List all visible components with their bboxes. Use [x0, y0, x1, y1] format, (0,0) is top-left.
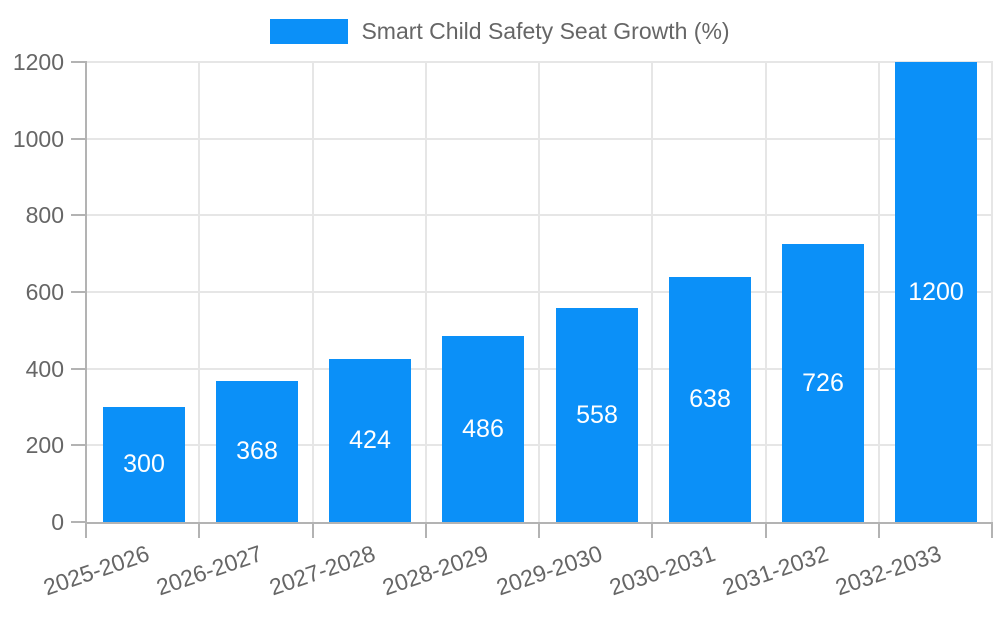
gridline-vertical: [991, 62, 993, 522]
y-axis-tick-label: 1200: [12, 49, 64, 75]
x-axis-category-label: 2028-2029: [379, 540, 492, 601]
gridline-vertical: [878, 62, 880, 522]
bar-value-label: 558: [576, 400, 618, 429]
gridline-vertical: [425, 62, 427, 522]
y-axis-tick-label: 0: [51, 509, 64, 535]
bar-value-label: 638: [689, 385, 731, 413]
x-axis-category-label: 2026-2027: [152, 540, 266, 601]
y-axis-tick-label: 400: [25, 355, 64, 382]
bar-value-label: 424: [349, 426, 391, 454]
x-tick-mark: [765, 524, 767, 538]
bar[interactable]: 300: [103, 407, 185, 522]
x-tick-mark: [312, 524, 314, 538]
gridline-vertical: [538, 62, 540, 522]
x-tick-mark: [85, 524, 87, 538]
bar[interactable]: 1200: [895, 62, 977, 522]
bar[interactable]: 638: [669, 277, 751, 522]
y-axis-tick-label: 600: [25, 279, 64, 305]
bar-value-label: 300: [123, 450, 165, 478]
y-axis-tick-label: 800: [25, 202, 64, 229]
x-axis-category-label: 2027-2028: [266, 540, 379, 601]
x-axis-category-label: 2032-2033: [832, 540, 945, 601]
x-tick-mark: [878, 524, 880, 538]
bar[interactable]: 486: [442, 336, 524, 522]
bar[interactable]: 424: [329, 359, 411, 522]
x-tick-mark: [425, 524, 427, 538]
plot-area: 300 368 424 486 558 638 726 1200: [85, 61, 993, 524]
gridline-horizontal: [87, 61, 993, 63]
gridline-horizontal: [87, 291, 993, 293]
x-axis-category-label: 2029-2030: [492, 540, 606, 601]
bar[interactable]: 726: [782, 244, 864, 522]
gridline-vertical: [651, 62, 653, 522]
gridline-horizontal: [87, 137, 993, 140]
bar[interactable]: 368: [216, 381, 298, 522]
legend[interactable]: Smart Child Safety Seat Growth (%): [0, 19, 1000, 44]
bar-value-label: 726: [802, 368, 844, 397]
gridline-vertical: [312, 62, 314, 522]
x-tick-mark: [651, 524, 653, 538]
bar-value-label: 486: [462, 414, 504, 443]
x-axis-category-label: 2025-2026: [39, 540, 153, 601]
gridline-vertical: [198, 62, 200, 522]
legend-label: Smart Child Safety Seat Growth (%): [361, 18, 730, 44]
x-tick-mark: [538, 524, 540, 538]
bar-value-label: 1200: [908, 277, 964, 306]
x-axis-category-label: 2031-2032: [719, 540, 832, 601]
y-axis-tick-label: 200: [25, 432, 64, 459]
x-axis-category-label: 2030-2031: [605, 540, 719, 601]
x-tick-mark: [991, 524, 993, 538]
gridline-vertical: [765, 62, 767, 522]
gridline-horizontal: [87, 214, 993, 217]
gridline-horizontal: [87, 367, 993, 370]
legend-swatch-icon: [270, 19, 349, 44]
bar-value-label: 368: [236, 437, 278, 465]
x-tick-mark: [198, 524, 200, 538]
y-axis-tick-label: 1000: [12, 125, 64, 152]
bar[interactable]: 558: [556, 308, 638, 522]
gridline-horizontal: [87, 444, 993, 447]
